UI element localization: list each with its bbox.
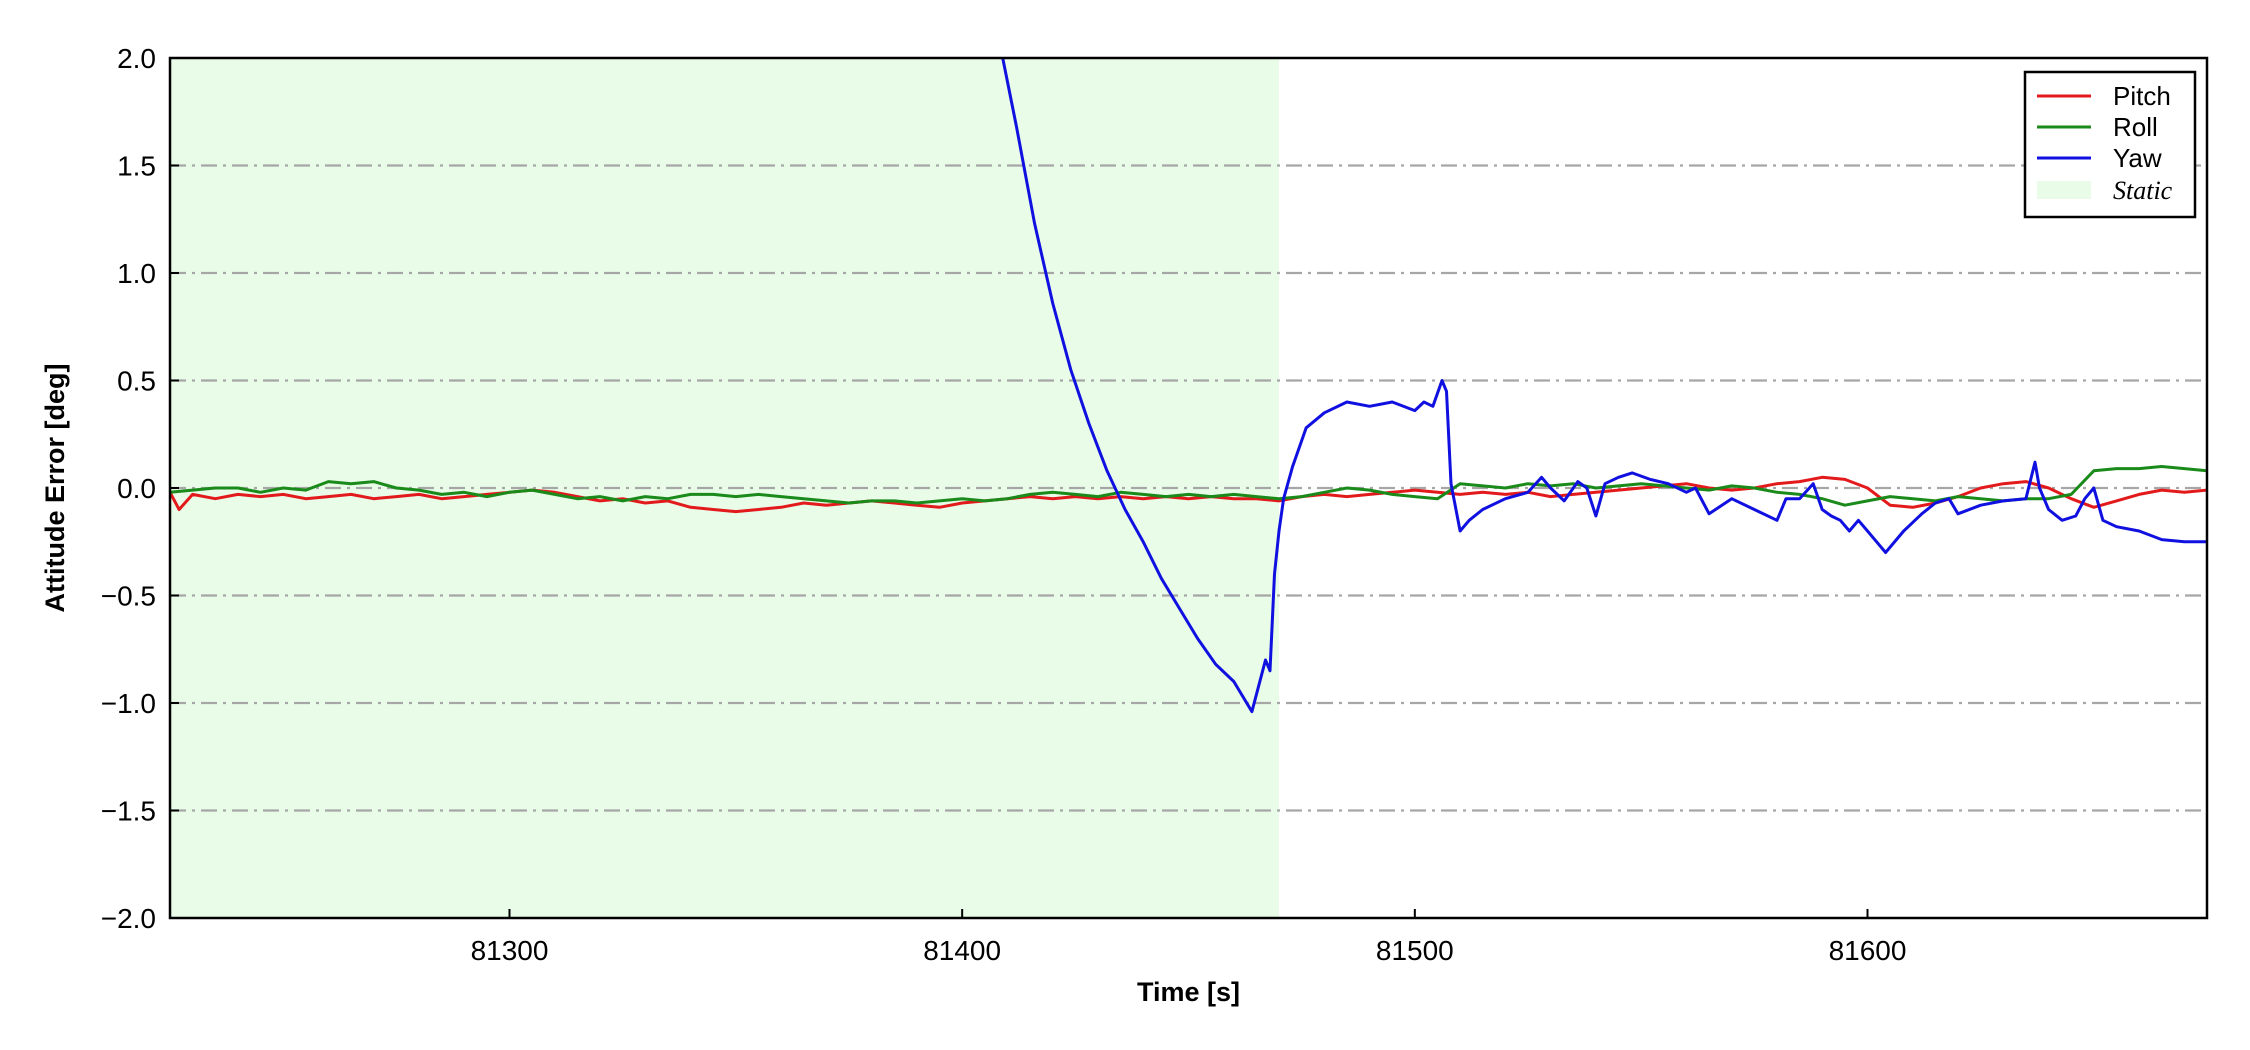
x-tick-label: 81600: [1829, 935, 1907, 966]
y-tick-label: −1.5: [101, 796, 156, 827]
x-tick-label: 81300: [471, 935, 549, 966]
x-tick-label: 81500: [1376, 935, 1454, 966]
legend-label-roll: Roll: [2113, 112, 2158, 142]
legend-label-pitch: Pitch: [2113, 81, 2171, 111]
legend-label-yaw: Yaw: [2113, 143, 2162, 173]
y-tick-label: −0.5: [101, 581, 156, 612]
legend-label-static: Static: [2113, 176, 2173, 205]
legend-swatch-static: [2037, 181, 2091, 199]
y-tick-label: 1.0: [117, 258, 156, 289]
y-tick-label: 0.0: [117, 473, 156, 504]
y-tick-label: 0.5: [117, 366, 156, 397]
y-tick-label: 1.5: [117, 151, 156, 182]
y-tick-label: −2.0: [101, 903, 156, 934]
series-line-yaw: [1001, 58, 2207, 714]
y-tick-label: 2.0: [117, 43, 156, 74]
series-line-pitch: [170, 475, 2207, 514]
series-line-roll: [170, 465, 2207, 507]
x-axis-title: Time [s]: [1137, 977, 1240, 1007]
y-tick-label: −1.0: [101, 688, 156, 719]
static-shaded-region: [170, 58, 1280, 918]
y-axis-title: Attitude Error [deg]: [40, 364, 70, 613]
x-tick-label: 81400: [923, 935, 1001, 966]
